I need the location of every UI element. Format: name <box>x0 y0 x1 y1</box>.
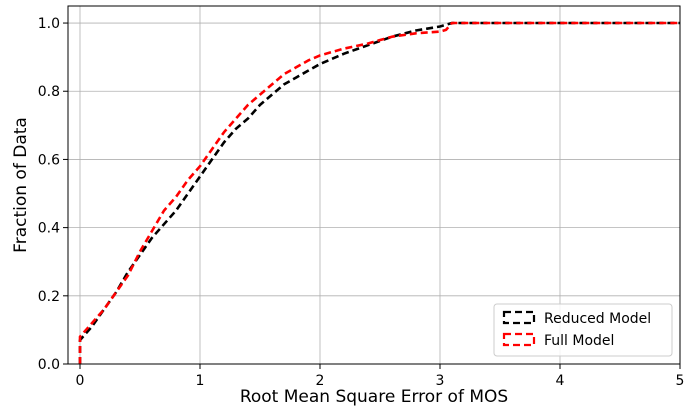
legend: Reduced Model Full Model <box>493 303 673 357</box>
y-tick-label: 1.0 <box>38 16 60 32</box>
x-tick-label: 5 <box>676 373 685 389</box>
y-axis-label: Fraction of Data <box>11 117 31 253</box>
y-tick-label: 0.4 <box>38 221 60 237</box>
x-tick-label: 3 <box>436 373 445 389</box>
legend-label: Full Model <box>544 333 614 349</box>
x-tick-label: 4 <box>556 373 565 389</box>
x-tick-label: 1 <box>196 373 205 389</box>
axis-ticks: 0 1 2 3 4 5 0.0 0.2 0.4 0.6 0.8 1.0 <box>38 16 685 389</box>
legend-swatch <box>502 310 536 325</box>
y-tick-label: 0.2 <box>38 289 60 305</box>
x-tick-label: 0 <box>76 373 85 389</box>
y-tick-label: 0.8 <box>38 84 60 100</box>
y-tick-label: 0.0 <box>38 357 60 373</box>
plot-frame <box>67 5 681 365</box>
series-line-full-model <box>78 21 680 364</box>
legend-label: Reduced Model <box>544 311 651 327</box>
series-lines <box>78 21 680 364</box>
series-line-reduced-model <box>78 21 680 364</box>
legend-swatch <box>502 332 536 347</box>
x-axis-label: Root Mean Square Error of MOS <box>240 387 508 407</box>
y-tick-label: 0.6 <box>38 152 60 168</box>
x-tick-label: 2 <box>316 373 325 389</box>
legend-box <box>493 303 673 357</box>
